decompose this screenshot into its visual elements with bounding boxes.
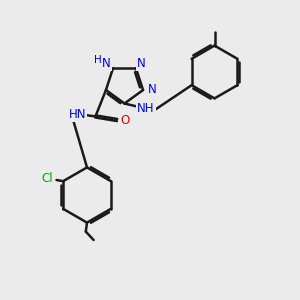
Text: NH: NH [137,102,155,116]
Text: O: O [121,113,130,127]
Text: N: N [148,83,157,96]
Text: N: N [137,57,146,70]
Text: HN: HN [69,108,86,121]
Text: N: N [102,57,111,70]
Text: Cl: Cl [41,172,53,185]
Text: H: H [94,55,101,65]
